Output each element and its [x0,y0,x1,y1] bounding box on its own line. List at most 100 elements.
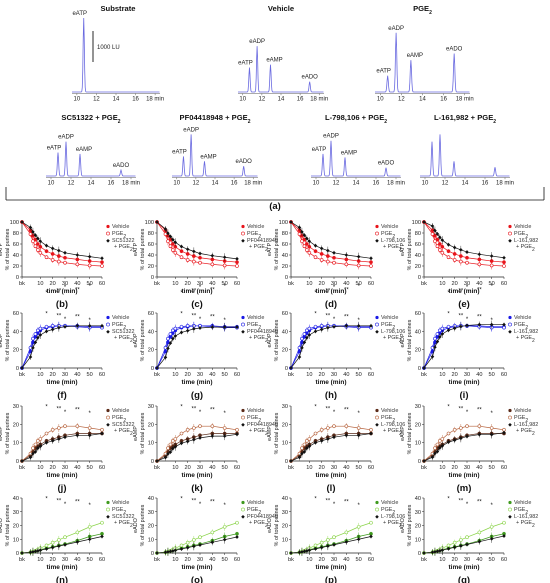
x-tick-label: bk [421,372,427,378]
hplc-x-tick-label: 10 [377,97,384,103]
legend-antagonist: L-798,106 [381,422,405,428]
timecourse-panel-eadp-2: 0 20 40 60 bk 10 20 30 40 50 60 time (min) % of tota… [133,311,278,401]
data-point [63,255,67,260]
y-tick-label: 60 [282,242,288,248]
data-point [289,366,293,370]
data-point [185,247,190,252]
y-tick-label: 20 [148,348,154,354]
hplc-x-tick-label: 16 [231,181,238,187]
significance-asterisk: * [333,502,336,508]
data-point [465,255,469,260]
data-point [155,551,159,555]
x-tick-label: 10 [439,465,445,471]
data-point [452,252,457,256]
data-point [31,550,35,554]
data-point [289,220,293,224]
significance-marks: * *** *** [447,311,493,324]
y-axis-title: % of total purines [274,412,280,454]
data-point [57,254,61,258]
x-tick-label: 50 [87,281,93,287]
legend-marker-pge2 [241,231,245,236]
peak-label-eadp: eADP [183,127,199,133]
significance-asterisk: ** [191,314,196,320]
hplc-x-tick-label: 18 min [456,97,474,103]
legend-plus-pge2: + PGE2 [516,520,535,529]
data-point [168,234,173,239]
significance-asterisk: * [45,404,48,410]
y-tick-label: 60 [13,242,19,248]
x-tick-label: bk [154,372,160,378]
y-tick-label: 40 [415,496,421,502]
data-point [168,332,173,336]
legend-antagonist: L-161,982 [514,329,538,335]
data-point [179,543,184,548]
x-axis-title: time (min) [181,472,212,479]
y-tick-label: 40 [13,253,19,259]
significance-asterisk: ** [75,500,80,506]
data-point [332,424,336,428]
data-point [452,438,457,443]
data-point [433,550,437,554]
legend-vehicle: Vehicle [112,224,129,230]
significance-asterisk: ** [75,287,80,293]
data-point [210,424,215,428]
y-tick-label: 20 [415,524,421,530]
data-point [57,544,61,548]
x-tick-label: 40 [476,465,482,471]
data-point [166,346,170,351]
series-combo [155,432,239,463]
y-tick-label: 0 [151,275,154,281]
y-tick-label: 10 [13,537,19,543]
y-axis-title: % of total purines [5,319,11,361]
x-tick-label: bk [19,557,25,563]
y-tick-label: 40 [282,496,288,502]
significance-marks: * *** *** [180,311,226,324]
legend-marker-pge2 [375,231,379,236]
significance-asterisk: * [45,496,48,502]
y-axis-title: % of total purines [5,504,11,546]
data-point [307,548,312,553]
data-point [235,531,239,536]
chromatogram-trace [238,46,324,93]
data-point [192,426,196,430]
significance-asterisk: ** [56,407,61,413]
data-point [313,329,318,334]
data-point [179,431,184,436]
panel-label: (e) [458,299,470,310]
significance-asterisk: ** [344,315,349,321]
data-point [459,248,463,252]
peak-label-eamp: eAMP [341,150,357,156]
data-point [356,254,361,259]
data-point [344,530,349,535]
data-point [38,239,43,244]
data-point [369,520,373,525]
series-combo [20,431,104,463]
data-point [33,244,38,248]
legend-pge2: PGE2 [514,231,528,240]
data-point [179,441,184,446]
data-point [305,335,309,340]
significance-asterisk: ** [477,408,482,414]
significance-asterisk: * [199,317,202,323]
data-point [313,249,318,253]
significance-asterisk: ** [56,314,61,320]
analyte-label: eATP [400,243,406,256]
data-point [50,428,55,432]
series-combo [20,321,104,370]
series-combo [20,534,104,556]
hplc-panel-title: PF04418948 + PGE2 [180,113,251,125]
data-point [192,327,196,331]
data-point [319,327,324,332]
data-point [326,325,330,330]
legend-marker-pge2 [241,507,245,512]
data-point [87,525,92,529]
y-tick-label: 100 [145,220,154,226]
legend-marker-vehicle [508,500,512,505]
data-point [171,336,175,341]
data-point [50,327,55,332]
significance-asterisk: * [490,318,493,324]
series-combo [422,220,506,261]
